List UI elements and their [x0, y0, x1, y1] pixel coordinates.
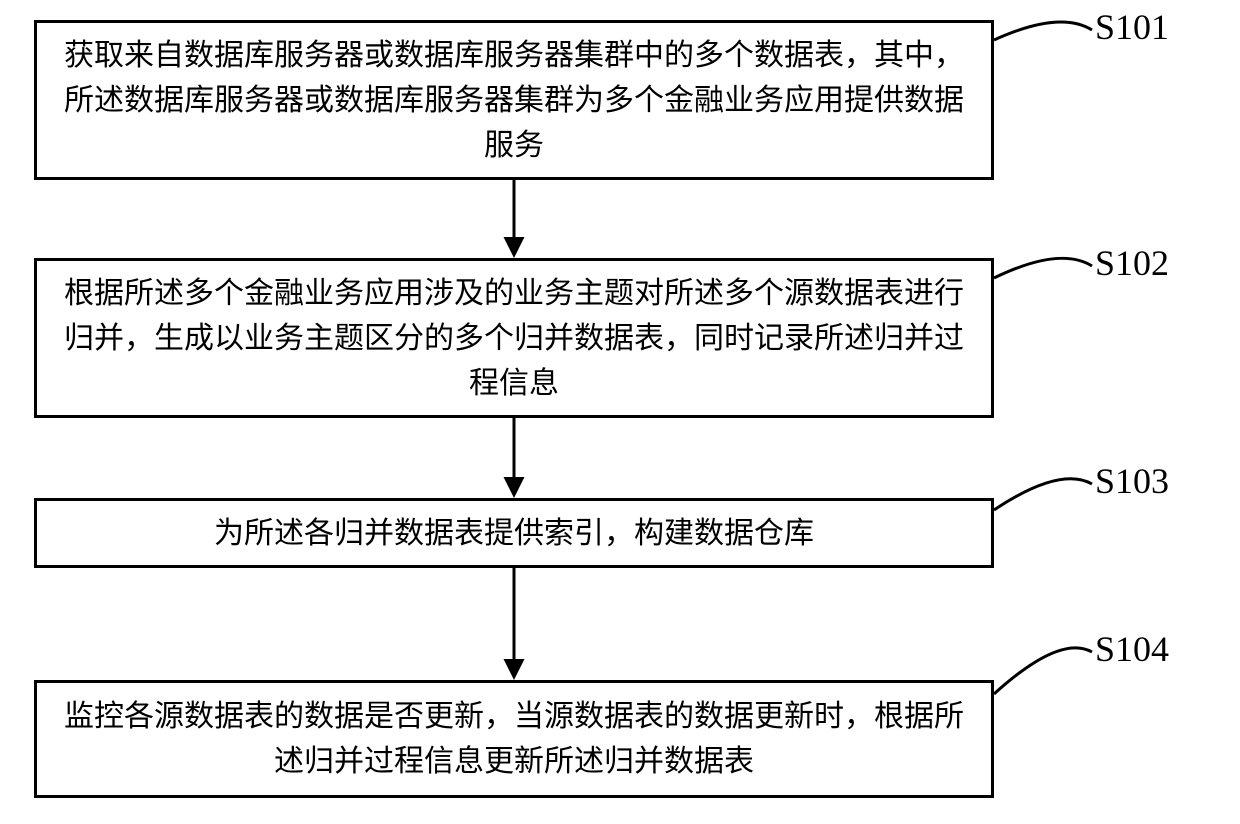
flowchart-step-s102: 根据所述多个金融业务应用涉及的业务主题对所述多个源数据表进行归并，生成以业务主题…	[34, 258, 994, 418]
label-connector-s103	[994, 479, 1092, 510]
flowchart-step-s101: 获取来自数据库服务器或数据库服务器集群中的多个数据表，其中，所述数据库服务器或数…	[34, 20, 994, 180]
label-connector-s104	[994, 648, 1092, 694]
step-label-s102: S102	[1095, 242, 1169, 284]
label-connector-s101	[994, 22, 1092, 40]
label-connector-s102	[994, 258, 1092, 278]
step-label-s104: S104	[1095, 628, 1169, 670]
flowchart-canvas: 获取来自数据库服务器或数据库服务器集群中的多个数据表，其中，所述数据库服务器或数…	[0, 0, 1240, 824]
flowchart-step-s103: 为所述各归并数据表提供索引，构建数据仓库	[34, 498, 994, 568]
step-text: 监控各源数据表的数据是否更新，当源数据表的数据更新时，根据所述归并过程信息更新所…	[57, 694, 971, 784]
step-text: 为所述各归并数据表提供索引，构建数据仓库	[214, 511, 814, 556]
step-text: 根据所述多个金融业务应用涉及的业务主题对所述多个源数据表进行归并，生成以业务主题…	[57, 271, 971, 406]
step-text: 获取来自数据库服务器或数据库服务器集群中的多个数据表，其中，所述数据库服务器或数…	[57, 33, 971, 168]
step-label-s101: S101	[1095, 6, 1169, 48]
step-label-s103: S103	[1095, 460, 1169, 502]
flowchart-step-s104: 监控各源数据表的数据是否更新，当源数据表的数据更新时，根据所述归并过程信息更新所…	[34, 680, 994, 798]
